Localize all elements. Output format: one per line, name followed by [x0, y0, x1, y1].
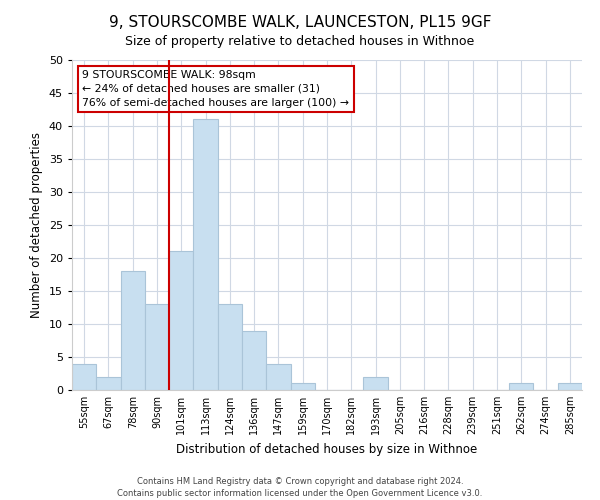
Text: 9 STOURSCOMBE WALK: 98sqm
← 24% of detached houses are smaller (31)
76% of semi-: 9 STOURSCOMBE WALK: 98sqm ← 24% of detac… — [82, 70, 349, 108]
Bar — [169, 252, 193, 390]
Bar — [509, 384, 533, 390]
Bar — [121, 271, 145, 390]
Bar — [290, 384, 315, 390]
Bar — [558, 384, 582, 390]
Text: Contains HM Land Registry data © Crown copyright and database right 2024.
Contai: Contains HM Land Registry data © Crown c… — [118, 476, 482, 498]
Bar — [96, 377, 121, 390]
Bar — [218, 304, 242, 390]
Bar — [364, 377, 388, 390]
Bar — [242, 330, 266, 390]
Text: 9, STOURSCOMBE WALK, LAUNCESTON, PL15 9GF: 9, STOURSCOMBE WALK, LAUNCESTON, PL15 9G… — [109, 15, 491, 30]
Text: Size of property relative to detached houses in Withnoe: Size of property relative to detached ho… — [125, 35, 475, 48]
Bar — [72, 364, 96, 390]
Bar — [266, 364, 290, 390]
Bar — [145, 304, 169, 390]
X-axis label: Distribution of detached houses by size in Withnoe: Distribution of detached houses by size … — [176, 442, 478, 456]
Y-axis label: Number of detached properties: Number of detached properties — [30, 132, 43, 318]
Bar — [193, 120, 218, 390]
